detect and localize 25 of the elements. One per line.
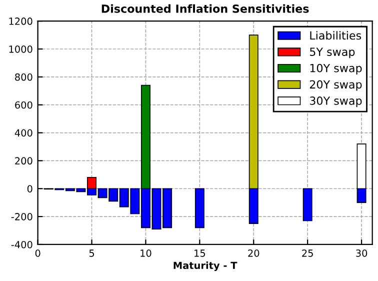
x-tick-label: 20 — [248, 250, 260, 257]
bar — [194, 188, 204, 228]
y-tick-label: 1000 — [9, 45, 32, 53]
legend-label: 20Y swap — [310, 80, 362, 91]
legend-label: 5Y swap — [310, 48, 355, 58]
x-tick-label: 30 — [356, 250, 368, 257]
x-tick-label: 5 — [89, 250, 94, 257]
y-tick-label: 800 — [15, 73, 32, 81]
bar — [302, 188, 312, 222]
y-tick-label: 1200 — [9, 18, 32, 25]
y-tick-label: -200 — [11, 213, 32, 220]
x-axis-title: Maturity - T — [174, 262, 238, 272]
x-tick-label: 15 — [194, 250, 206, 257]
y-tick-label: -400 — [11, 240, 32, 248]
y-tick-label: 0 — [27, 185, 32, 192]
x-tick-label: 0 — [35, 250, 40, 257]
y-tick-label: 200 — [15, 157, 32, 165]
y-tick-label: 400 — [14, 129, 32, 137]
legend-label: 10Y swap — [310, 64, 362, 74]
legend-label: Liabilities — [310, 31, 362, 40]
legend-label: 30Y swap — [310, 96, 362, 108]
y-tick-label: 600 — [15, 101, 32, 109]
x-tick-label: 25 — [302, 250, 313, 257]
x-tick-label: 10 — [140, 250, 152, 257]
chart-title: Discounted Inflation Sensitivities — [102, 4, 309, 13]
